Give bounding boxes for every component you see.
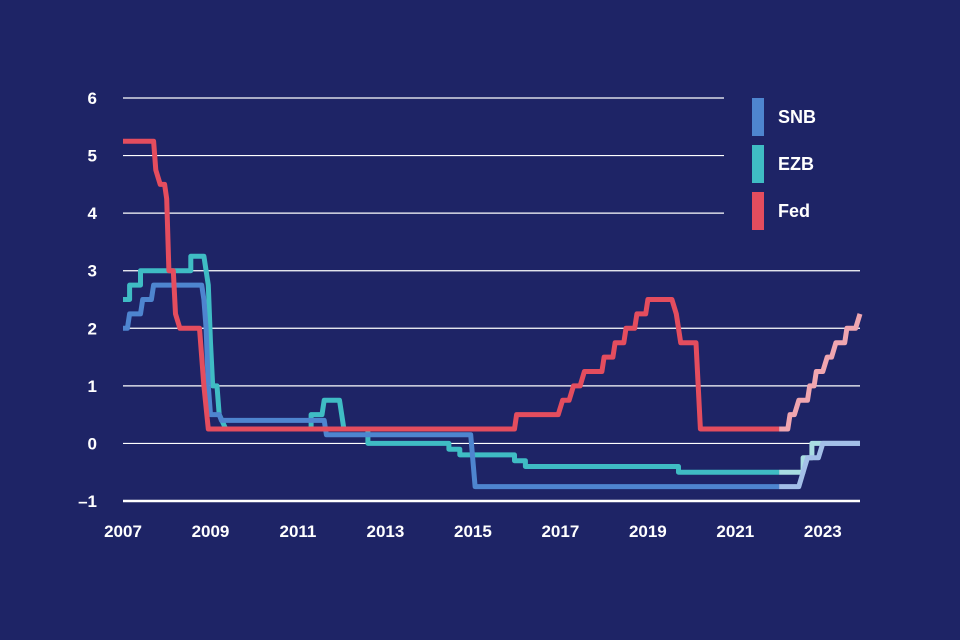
x-tick-label: 2009 bbox=[192, 522, 230, 541]
legend-label-fed: Fed bbox=[778, 201, 810, 221]
y-tick-label: 2 bbox=[88, 319, 97, 338]
y-tick-label: 1 bbox=[88, 377, 97, 396]
x-tick-label: 2011 bbox=[280, 522, 317, 541]
legend: SNB EZB Fed bbox=[752, 98, 816, 230]
series-line-snb-recent bbox=[779, 440, 860, 490]
y-tick-label: 3 bbox=[88, 262, 97, 281]
x-tick-label: 2023 bbox=[804, 522, 842, 541]
legend-swatch-fed bbox=[752, 192, 764, 230]
legend-label-ezb: EZB bbox=[778, 154, 814, 174]
series-line-snb bbox=[123, 282, 780, 490]
x-tick-label: 2015 bbox=[454, 522, 492, 541]
legend-swatch-snb bbox=[752, 98, 764, 136]
legend-swatch-ezb bbox=[752, 145, 764, 183]
series-line-fed bbox=[123, 138, 780, 432]
y-tick-label: 5 bbox=[88, 147, 97, 166]
y-tick-label: –1 bbox=[78, 492, 97, 511]
y-tick-label: 4 bbox=[88, 204, 98, 223]
x-tick-label: 2013 bbox=[367, 522, 405, 541]
x-tick-label: 2007 bbox=[104, 522, 142, 541]
x-tick-label: 2021 bbox=[716, 522, 754, 541]
legend-label-snb: SNB bbox=[778, 107, 816, 127]
y-tick-label: 6 bbox=[88, 89, 97, 108]
y-tick-label: 0 bbox=[88, 434, 97, 453]
x-tick-label: 2019 bbox=[629, 522, 667, 541]
series-lines bbox=[123, 138, 863, 490]
x-axis: 2007 2009 2011 2013 2015 2017 2019 2021 2023 bbox=[104, 522, 842, 541]
y-axis: –1 0 1 2 3 4 5 6 bbox=[78, 89, 97, 511]
series-line-ezb bbox=[123, 253, 780, 475]
series-line-fed-recent bbox=[779, 313, 863, 432]
grid-lines bbox=[123, 97, 860, 503]
x-tick-label: 2017 bbox=[541, 522, 579, 541]
